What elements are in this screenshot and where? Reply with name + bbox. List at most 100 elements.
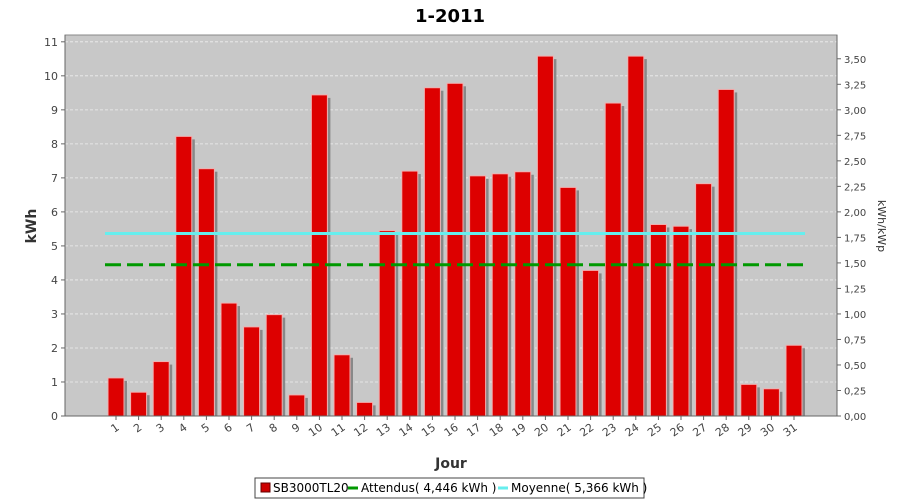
x-tick-label: 30 <box>758 421 777 440</box>
y-tick-label: 10 <box>44 70 58 83</box>
x-tick-label: 20 <box>532 421 551 440</box>
bar <box>243 326 261 417</box>
bar <box>446 82 464 417</box>
bar <box>401 170 419 417</box>
bar <box>333 354 351 417</box>
y-right-tick-label: 3,25 <box>844 80 866 91</box>
y-right-tick-label: 1,50 <box>844 259 866 270</box>
y-tick-label: 8 <box>51 138 58 151</box>
legend: SB3000TL20 Attendus( 4,446 kWh ) Moyenne… <box>254 477 647 499</box>
bar <box>378 230 396 417</box>
y-right-tick-label: 2,75 <box>844 131 866 142</box>
x-tick-label: 8 <box>267 421 280 436</box>
bar <box>514 171 532 417</box>
x-tick-label: 26 <box>668 421 687 440</box>
y-axis-title: kWh <box>24 209 40 244</box>
y-right-tick-label: 2,25 <box>844 182 866 193</box>
bar <box>265 314 283 417</box>
x-tick-label: 15 <box>419 421 438 440</box>
y-right-tick-label: 0,75 <box>844 335 866 346</box>
bar <box>423 87 441 417</box>
x-tick-label: 21 <box>555 421 574 440</box>
y-tick-label: 7 <box>51 172 58 185</box>
x-tick-label: 31 <box>781 421 800 440</box>
x-tick-label: 5 <box>199 421 212 436</box>
chart-title: 1-2011 <box>415 6 485 27</box>
bar <box>649 223 667 417</box>
y-right-tick-label: 3,00 <box>844 106 866 117</box>
bars <box>107 55 805 417</box>
y-right-tick-label: 1,25 <box>844 284 866 295</box>
x-tick-label: 18 <box>487 421 506 440</box>
y-tick-label: 2 <box>51 342 58 355</box>
bar <box>604 102 622 417</box>
x-tick-label: 13 <box>374 421 393 440</box>
y-tick-label: 9 <box>51 104 58 117</box>
y-right-tick-label: 0,25 <box>844 386 866 397</box>
y-tick-label: 6 <box>51 206 58 219</box>
bar <box>197 168 215 417</box>
bar <box>469 175 487 417</box>
x-tick-label: 28 <box>713 421 732 440</box>
reference-lines <box>105 231 805 267</box>
legend-item-attendus: Attendus( 4,446 kWh ) <box>361 481 496 495</box>
y-tick-label: 3 <box>51 308 58 321</box>
x-tick-label: 4 <box>176 421 189 436</box>
y-right-tick-label: 0,00 <box>844 412 866 423</box>
bar <box>627 55 645 417</box>
bar <box>491 173 509 417</box>
y-right-tick-label: 2,50 <box>844 157 866 168</box>
x-tick-label: 29 <box>736 421 755 440</box>
x-tick-label: 7 <box>244 421 257 436</box>
legend-box <box>254 477 645 499</box>
bar <box>130 391 148 417</box>
y-right-tick-label: 2,00 <box>844 208 866 219</box>
y-right-tick-label: 3,50 <box>844 55 866 66</box>
x-tick-label: 16 <box>442 421 461 440</box>
y-right-tick-label: 0,50 <box>844 361 866 372</box>
y-right-tick-label: 1,75 <box>844 233 866 244</box>
x-tick-label: 23 <box>600 421 619 440</box>
bar <box>356 401 374 417</box>
bar <box>220 302 238 417</box>
x-tick-label: 9 <box>289 421 302 436</box>
x-axis-title: Jour <box>434 456 467 472</box>
bar <box>152 361 170 417</box>
x-tick-label: 14 <box>397 421 416 440</box>
legend-swatch-bars <box>260 482 271 493</box>
y-tick-label: 1 <box>51 376 58 389</box>
bar <box>559 186 577 417</box>
bar <box>536 55 554 417</box>
y-axis-right: 0,00 0,25 0,50 0,75 1,00 1,25 1,50 1,75 2,00 2,25… <box>836 35 866 423</box>
y-axis-left: 0 1 2 3 4 5 6 7 8 9 10 11 <box>44 35 66 423</box>
bar <box>717 88 735 417</box>
x-axis: 1 2 3 4 5 6 7 8 9 10 11 12 13 14 15 16 17 18 19 20 21 22 23 24 2… <box>65 415 837 440</box>
bar <box>288 394 306 417</box>
y-tick-label: 0 <box>51 410 58 423</box>
x-tick-label: 24 <box>623 421 642 440</box>
y-tick-label: 4 <box>51 274 58 287</box>
x-tick-label: 3 <box>154 421 167 436</box>
bar <box>785 344 803 417</box>
legend-item-series: SB3000TL20 <box>273 481 349 495</box>
x-tick-label: 27 <box>690 421 709 440</box>
x-tick-label: 2 <box>131 421 144 436</box>
bar <box>107 377 125 417</box>
y-right-tick-label: 1,00 <box>844 310 866 321</box>
bar <box>695 183 713 417</box>
x-tick-label: 6 <box>222 421 235 436</box>
y-axis-right-title: kWh/kWp <box>875 200 888 252</box>
bar <box>582 269 600 417</box>
x-tick-label: 25 <box>645 421 664 440</box>
bar <box>740 383 758 417</box>
bar <box>175 135 193 417</box>
x-tick-label: 11 <box>329 421 348 440</box>
legend-item-moyenne: Moyenne( 5,366 kWh ) <box>511 481 647 495</box>
y-tick-label: 11 <box>44 36 58 49</box>
x-tick-label: 19 <box>510 421 529 440</box>
bar <box>310 94 328 417</box>
y-tick-label: 5 <box>51 240 58 253</box>
x-tick-label: 12 <box>351 421 370 440</box>
